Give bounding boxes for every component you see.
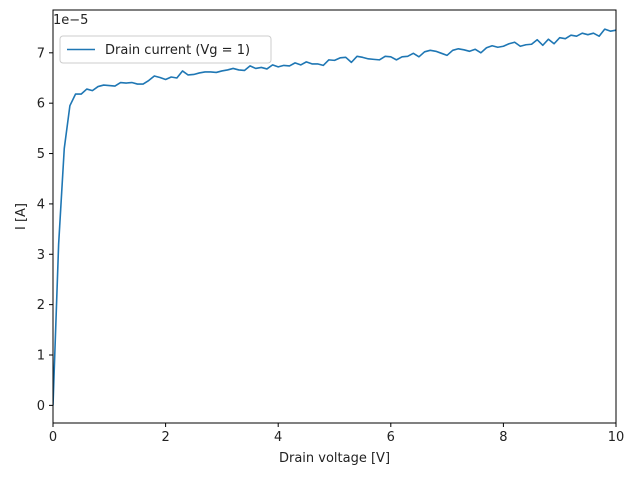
x-tick-label: 10 <box>608 430 625 445</box>
x-tick-label: 0 <box>49 430 57 445</box>
legend-box <box>59 35 272 64</box>
ticks: 0 2 4 6 8 10 0 1 2 3 4 5 6 7 <box>37 46 625 445</box>
plot-content <box>53 28 616 406</box>
y-tick-label: 0 <box>37 399 45 414</box>
axes-frame <box>52 9 617 424</box>
y-tick-label: 7 <box>37 46 45 61</box>
y-scale-label: 1e−5 <box>53 13 88 28</box>
y-tick-label: 4 <box>37 197 45 212</box>
y-tick-label: 3 <box>37 248 45 263</box>
x-tick-label: 6 <box>387 430 395 445</box>
y-tick-label: 5 <box>37 147 45 162</box>
x-tick-label: 4 <box>274 430 282 445</box>
y-tick-label: 2 <box>37 298 45 313</box>
x-axis-label: Drain voltage [V] <box>279 451 390 466</box>
legend: Drain current (Vg = 1) <box>59 35 272 64</box>
x-tick-label: 8 <box>499 430 507 445</box>
series-line <box>53 28 616 406</box>
x-tick-label: 2 <box>161 430 169 445</box>
y-tick-label: 1 <box>37 349 45 364</box>
y-axis-label: I [A] <box>14 203 29 230</box>
y-tick-label: 6 <box>37 97 45 112</box>
legend-entry: Drain current (Vg = 1) <box>105 43 250 58</box>
